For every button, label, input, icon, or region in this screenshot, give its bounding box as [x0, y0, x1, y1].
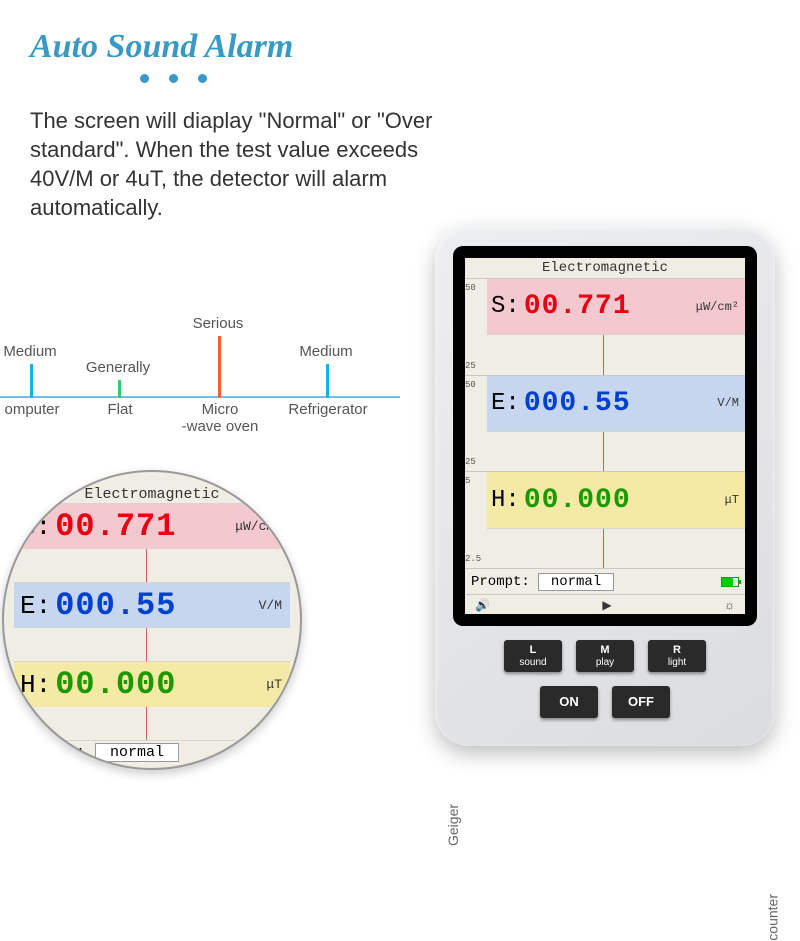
scale-col: 5025: [465, 279, 487, 375]
prompt-row: Prompt: normal: [465, 568, 745, 594]
reading-letter: S:: [491, 293, 520, 320]
magnifier-prompt: Prompt: normal: [14, 740, 290, 768]
reading-graph: [487, 334, 745, 374]
chart-top-label: Medium: [0, 343, 70, 360]
detector-device: Electromagnetic 5025S:00.771μW/cm²5025E:…: [435, 226, 775, 746]
chart-top-label: Generally: [78, 359, 158, 376]
scale-col: 5025: [465, 376, 487, 472]
mg-unit: μT: [266, 677, 282, 692]
mg-letter: H:: [20, 670, 51, 700]
mg-graph: [14, 707, 290, 740]
hw-button-off[interactable]: OFF: [612, 686, 670, 718]
comparison-chart: MediumomputerGenerallyFlatSeriousMicro-w…: [0, 268, 400, 428]
hw-button-play[interactable]: Mplay: [576, 640, 634, 672]
chart-bar: [118, 380, 121, 398]
magnifier-row: S:00.771 μW/cm²: [14, 503, 290, 582]
device-screen-bezel: Electromagnetic 5025S:00.771μW/cm²5025E:…: [453, 246, 757, 626]
reading-value: 00.771: [524, 291, 631, 322]
chart-bottom-label: omputer: [0, 402, 80, 419]
reading-graph: [487, 431, 745, 471]
side-label-right: counter: [765, 894, 781, 941]
light-icon: ☼: [724, 598, 735, 612]
battery-icon: [721, 577, 739, 587]
reading-unit: V/M: [717, 396, 739, 410]
decorative-dots: [140, 74, 207, 83]
mg-graph: [14, 628, 290, 661]
mg-letter: S:: [20, 512, 51, 542]
magnifier-row: E:000.55 V/M: [14, 582, 290, 661]
mg-value: 000.55: [55, 587, 176, 624]
mg-graph: [14, 549, 290, 582]
chart-top-label: Serious: [178, 315, 258, 332]
hw-button-on[interactable]: ON: [540, 686, 598, 718]
magnifier-row: H:00.000 μT: [14, 661, 290, 740]
side-label-left: Geiger: [445, 804, 461, 846]
hw-button-light[interactable]: Rlight: [648, 640, 706, 672]
reading-row: 52.5H:00.000 μT: [465, 471, 745, 568]
chart-bottom-label: Micro-wave oven: [172, 402, 268, 435]
mg-unit: μW/cm²: [235, 519, 282, 534]
mg-unit: V/M: [259, 598, 282, 613]
reading-letter: H:: [491, 487, 520, 514]
mg-letter: E:: [20, 591, 51, 621]
chart-bottom-label: Refrigerator: [280, 402, 376, 419]
reading-value: 000.55: [524, 388, 631, 419]
magnifier-prompt-label: Prompt:: [22, 744, 85, 761]
mg-value: 00.771: [55, 508, 176, 545]
prompt-label: Prompt:: [471, 574, 530, 590]
reading-row: 5025E:000.55 V/M: [465, 375, 745, 472]
chart-bottom-label: Flat: [72, 402, 168, 419]
description-text: The screen will diaplay "Normal" or "Ove…: [30, 106, 470, 222]
play-icon: ▶: [602, 598, 611, 612]
hw-button-sound[interactable]: Lsound: [504, 640, 562, 672]
magnifier-title: Electromagnetic: [14, 486, 290, 503]
mg-value: 00.000: [55, 666, 176, 703]
prompt-status: normal: [538, 573, 614, 591]
device-screen: Electromagnetic 5025S:00.771μW/cm²5025E:…: [465, 258, 745, 614]
button-row-bottom: ON OFF: [453, 686, 757, 718]
chart-bar: [30, 364, 33, 398]
reading-unit: μT: [725, 493, 739, 507]
magnified-screen: Electromagnetic S:00.771 μW/cm² E:000.55 V/…: [2, 470, 302, 770]
chart-axis: [0, 396, 400, 398]
chart-bar: [218, 336, 221, 398]
button-row-top: Lsound Mplay Rlight: [453, 640, 757, 672]
control-row: 🔊 ▶ ☼: [465, 594, 745, 614]
chart-bar: [326, 364, 329, 398]
reading-row: 5025S:00.771 μW/cm²: [465, 278, 745, 375]
chart-top-label: Medium: [286, 343, 366, 360]
reading-unit: μW/cm²: [696, 300, 739, 314]
reading-letter: E:: [491, 390, 520, 417]
reading-graph: [487, 528, 745, 568]
screen-title: Electromagnetic: [465, 258, 745, 278]
magnifier-prompt-status: normal: [95, 743, 179, 762]
sound-icon: 🔊: [475, 598, 490, 612]
page-title: Auto Sound Alarm: [30, 28, 293, 66]
scale-col: 52.5: [465, 472, 487, 568]
reading-value: 00.000: [524, 485, 631, 516]
